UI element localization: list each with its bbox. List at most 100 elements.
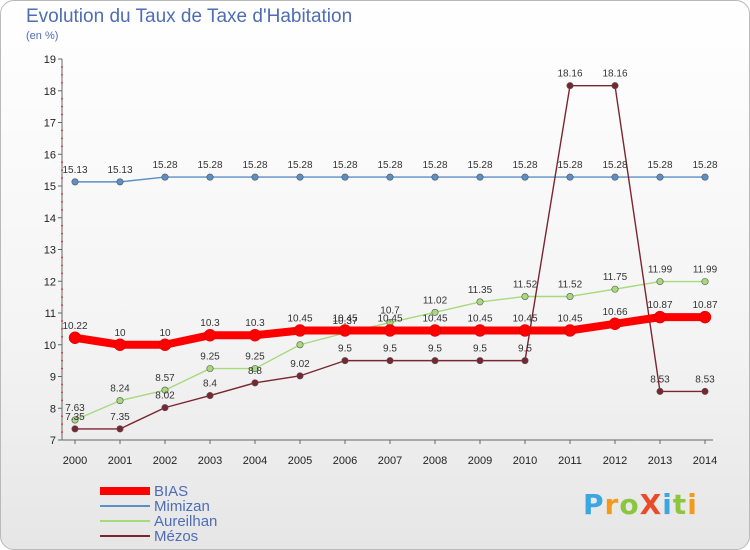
y-minor-dot: [61, 327, 63, 330]
data-point: [656, 278, 664, 286]
data-point: [251, 173, 259, 181]
data-label: 7.35: [110, 412, 130, 423]
data-label: 8.4: [203, 379, 217, 390]
y-minor-dot: [61, 335, 63, 338]
data-label: 10.3: [200, 318, 220, 329]
data-point: [386, 357, 394, 365]
data-point: [296, 173, 304, 181]
data-label: 9.02: [290, 359, 310, 370]
y-minor-dot: [61, 383, 63, 386]
logo-letter: P: [583, 488, 605, 521]
legend-label: Mimizan: [154, 498, 210, 515]
data-point: [566, 173, 574, 181]
data-point: [521, 292, 529, 300]
data-point: [521, 173, 529, 181]
y-minor-dot: [61, 359, 63, 362]
data-point: [431, 357, 439, 365]
y-minor-dot: [61, 367, 63, 370]
y-minor-dot: [61, 391, 63, 394]
data-label: 15.13: [107, 165, 132, 176]
y-tick-label: 8: [50, 403, 56, 415]
y-minor-dot: [61, 296, 63, 299]
data-label: 10: [159, 328, 171, 339]
y-minor-dot: [61, 240, 63, 243]
y-tick-label: 18: [44, 86, 56, 98]
logo-letter: o: [619, 488, 640, 521]
y-minor-dot: [61, 232, 63, 235]
y-minor-dot: [61, 137, 63, 140]
y-minor-dot: [61, 351, 63, 354]
data-label: 10.22: [62, 321, 87, 332]
data-label: 7.63: [65, 403, 85, 414]
x-tick-label: 2000: [63, 455, 87, 467]
data-point: [566, 292, 574, 300]
x-tick-label: 2008: [423, 455, 447, 467]
data-label: 15.28: [557, 160, 582, 171]
data-point: [206, 365, 214, 373]
data-point: [248, 328, 262, 342]
data-point: [341, 173, 349, 181]
proxiti-logo: ProXiti: [583, 488, 698, 521]
legend-swatch: [100, 505, 150, 507]
legend-item: Mimizan: [100, 498, 320, 515]
y-minor-dot: [61, 113, 63, 116]
data-label: 10.3: [245, 318, 265, 329]
data-label: 15.28: [467, 160, 492, 171]
data-point: [608, 317, 622, 331]
legend-swatch: [100, 535, 150, 537]
y-minor-dot: [61, 224, 63, 227]
data-point: [71, 416, 79, 424]
data-point: [386, 173, 394, 181]
x-tick-label: 2007: [378, 455, 402, 467]
data-point: [116, 178, 124, 186]
chart-title: Evolution du Taux de Taxe d'Habitation: [26, 6, 353, 27]
y-minor-dot: [61, 304, 63, 306]
data-point: [383, 324, 397, 337]
y-minor-dot: [61, 129, 63, 132]
data-point: [206, 173, 214, 181]
data-point: [701, 387, 709, 395]
data-label: 15.28: [152, 160, 177, 171]
x-tick-label: 2002: [153, 455, 177, 467]
data-label: 11.99: [648, 265, 673, 276]
data-point: [611, 285, 619, 293]
data-point: [701, 173, 709, 181]
y-minor-dot: [61, 423, 63, 426]
data-point: [521, 357, 529, 365]
legend-item: Aureilhan: [100, 513, 320, 530]
data-label: 9.5: [383, 344, 397, 355]
data-label: 10.37: [332, 316, 357, 327]
y-minor-dot: [61, 66, 63, 68]
data-point: [203, 328, 217, 342]
x-tick-label: 2014: [693, 455, 717, 467]
data-point: [476, 298, 484, 306]
y-tick-label: 7: [50, 435, 56, 447]
legend-swatch: [100, 520, 150, 522]
data-point: [251, 379, 259, 387]
data-label: 9.25: [245, 352, 265, 363]
y-minor-dot: [61, 169, 63, 172]
y-minor-dot: [61, 264, 63, 267]
data-point: [296, 372, 304, 380]
data-point: [296, 341, 304, 349]
y-minor-dot: [61, 256, 63, 259]
data-label: 10.66: [602, 307, 627, 318]
data-label: 8.02: [155, 391, 175, 402]
data-point: [476, 357, 484, 365]
y-minor-dot: [61, 97, 63, 100]
data-point: [341, 357, 349, 365]
y-tick-label: 17: [44, 118, 56, 130]
data-point: [161, 404, 169, 412]
data-label: 10.45: [377, 313, 402, 324]
data-label: 9.5: [473, 344, 487, 355]
data-point: [161, 173, 169, 181]
y-minor-dot: [61, 145, 63, 148]
data-point: [338, 324, 352, 337]
logo-letter: i: [662, 488, 673, 521]
data-point: [71, 178, 79, 186]
y-tick-label: 16: [44, 149, 56, 161]
data-label: 10.45: [422, 313, 447, 324]
data-label: 15.28: [647, 160, 672, 171]
x-tick-label: 2010: [513, 455, 537, 467]
